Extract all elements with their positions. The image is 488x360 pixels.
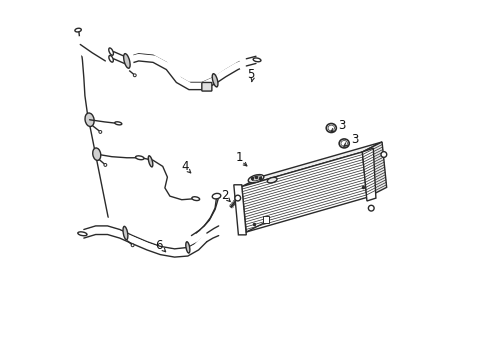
Ellipse shape: [325, 123, 336, 132]
Circle shape: [380, 152, 386, 157]
Ellipse shape: [340, 140, 346, 146]
Circle shape: [234, 195, 240, 201]
Ellipse shape: [185, 242, 189, 253]
Ellipse shape: [339, 139, 348, 148]
Ellipse shape: [75, 28, 81, 32]
Circle shape: [367, 205, 373, 211]
Text: 5: 5: [247, 68, 254, 81]
Ellipse shape: [108, 48, 113, 55]
Ellipse shape: [253, 58, 261, 62]
Circle shape: [99, 131, 102, 134]
Polygon shape: [233, 185, 246, 235]
Ellipse shape: [327, 125, 334, 131]
Ellipse shape: [248, 175, 264, 183]
Ellipse shape: [123, 54, 130, 68]
Circle shape: [131, 244, 134, 247]
Ellipse shape: [212, 74, 218, 87]
Ellipse shape: [267, 177, 277, 183]
Ellipse shape: [135, 156, 144, 160]
Ellipse shape: [148, 156, 153, 167]
Text: 1: 1: [235, 151, 243, 164]
Circle shape: [133, 74, 136, 77]
Ellipse shape: [85, 113, 94, 126]
Polygon shape: [362, 142, 386, 197]
Text: 3: 3: [338, 119, 345, 132]
FancyBboxPatch shape: [202, 82, 211, 91]
Circle shape: [104, 163, 106, 166]
Ellipse shape: [78, 232, 87, 236]
Text: 2: 2: [221, 189, 228, 202]
Text: 6: 6: [155, 239, 163, 252]
Text: 4: 4: [181, 160, 189, 173]
Polygon shape: [362, 148, 375, 201]
Polygon shape: [241, 152, 366, 232]
Ellipse shape: [212, 193, 221, 199]
Ellipse shape: [251, 176, 261, 181]
Ellipse shape: [109, 55, 113, 62]
Ellipse shape: [115, 122, 122, 125]
Polygon shape: [241, 142, 381, 186]
Ellipse shape: [93, 148, 101, 161]
Polygon shape: [262, 216, 269, 223]
Ellipse shape: [123, 226, 127, 240]
Text: 3: 3: [350, 133, 358, 146]
Ellipse shape: [191, 197, 199, 201]
